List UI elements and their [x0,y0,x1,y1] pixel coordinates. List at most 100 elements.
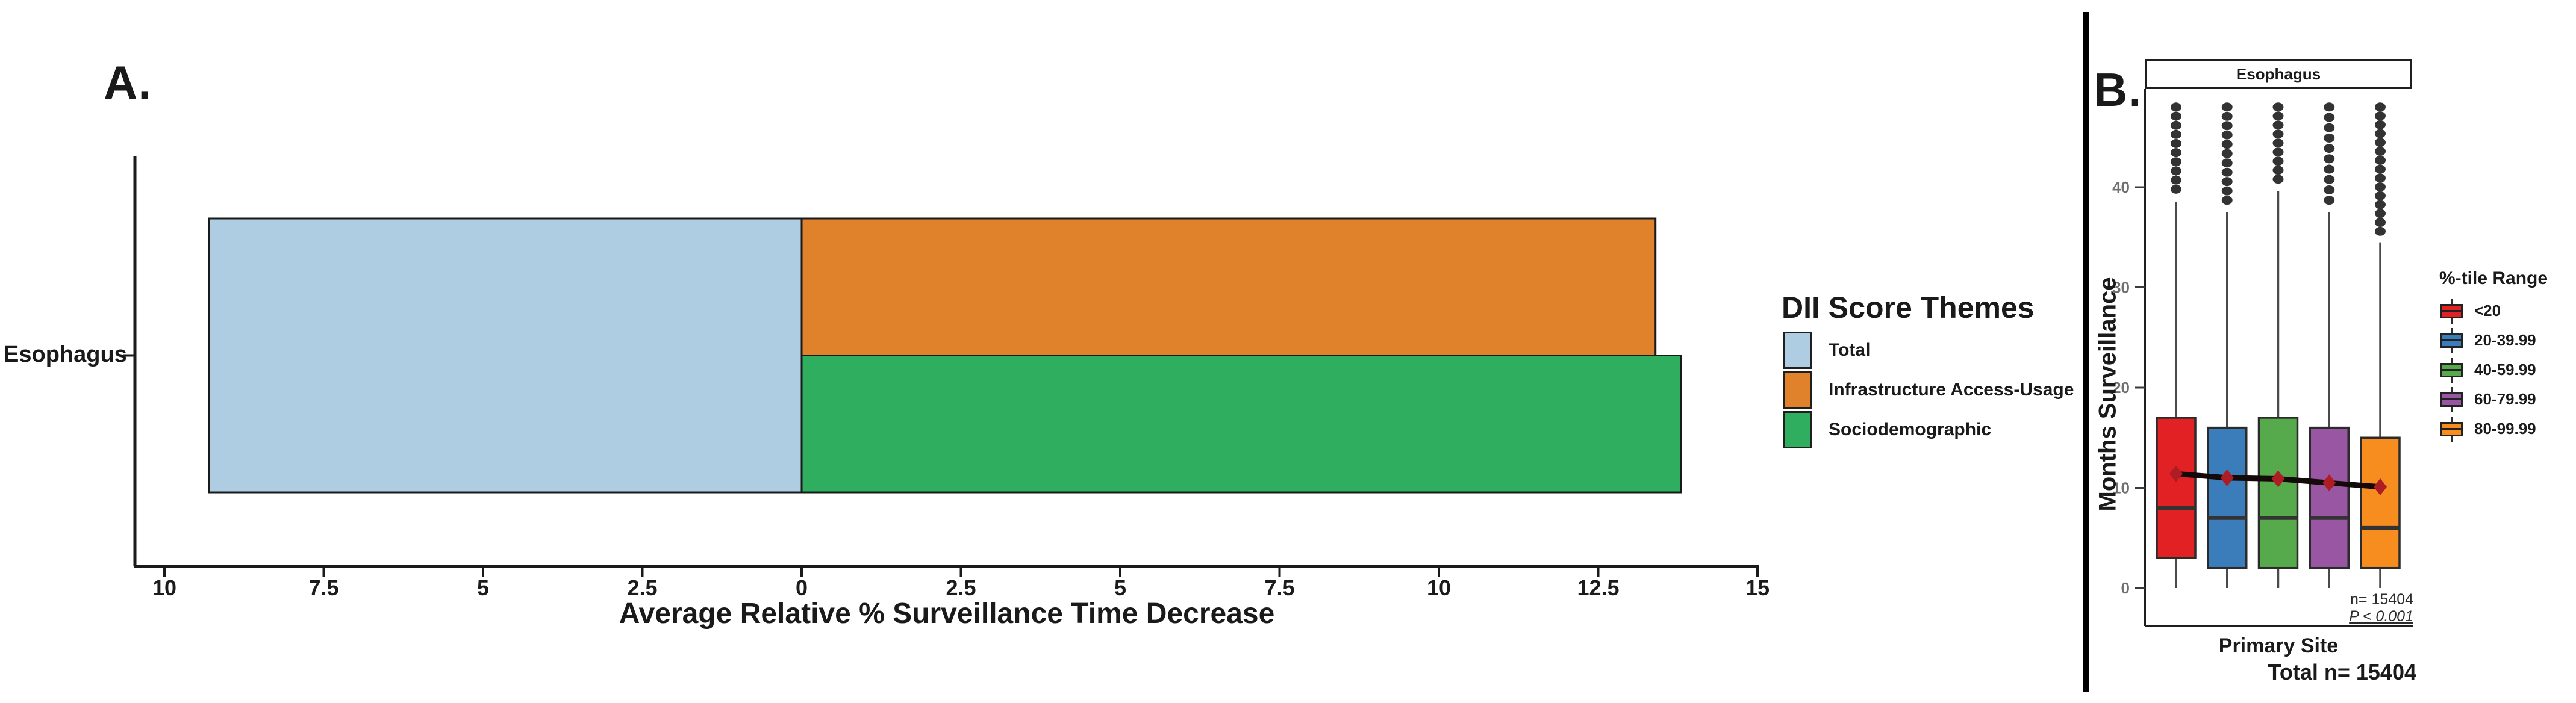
infrastructure-swatch [1783,371,1812,409]
b-outlier-dot [2272,156,2284,166]
sample-size-annotation: n= 15404 [2350,591,2413,608]
legend-item-20-39: 20-39.99 [2439,326,2536,355]
legend-item-label: Total [1829,340,1871,360]
legend-item-total: Total [1783,332,2074,369]
b-outlier-dot [2171,111,2181,121]
b-outlier-dot [2221,111,2233,121]
b-box [2309,426,2350,569]
b-outlier-dot [2375,129,2386,138]
b-outlier-dot [2221,186,2233,196]
a-x-tick-label: 2.5 [627,575,657,600]
b-outlier-dot [2324,102,2335,112]
sociodemographic-swatch [1783,411,1812,448]
b-outlier-dot [2375,138,2386,147]
a-x-tick-label: 12.5 [1577,575,1619,600]
b-mean-diamond [2169,465,2183,483]
legend-item-label: <20 [2474,302,2501,320]
b-outlier-dot [2375,155,2386,165]
b-outlier-dot [2375,200,2386,209]
b-outlier-dot [2272,111,2284,121]
total-n-label: Total n= 15404 [2268,660,2416,684]
b-outlier-dot [2375,209,2386,218]
a-bar-infrastructure-access-usage [800,217,1657,356]
b-y-tick-label: 40 [2112,178,2130,196]
b-box [2257,417,2299,569]
panel-b-legend: <20 20-39.99 40-59.99 60-79.99 80-99.99 [2439,296,2536,444]
b-outlier-dot [2221,149,2233,158]
a-x-tick-label: 7.5 [1264,575,1294,600]
b-outlier-dot [2221,102,2233,112]
b-outlier-dot [2324,133,2335,143]
b-outlier-dot [2324,113,2335,122]
b-outlier-dot [2375,111,2386,121]
legend-item-60-79: 60-79.99 [2439,385,2536,414]
boxplot-key-icon [2439,415,2463,443]
b-box [2360,436,2401,569]
b-outlier-dot [2272,120,2284,130]
b-outlier-dot [2324,196,2335,205]
b-outlier-dot [2171,138,2181,148]
b-outlier-dot [2375,102,2386,112]
b-y-tick-label: 30 [2112,279,2130,297]
legend-item-label: 40-59.99 [2474,361,2536,379]
panel-b-y-axis-title: Months Surveillance [2094,277,2121,512]
panel-a-legend: Total Infrastructure Access-Usage Sociod… [1783,332,2074,448]
b-outlier-dot [2221,167,2233,177]
b-outlier-dot [2221,177,2233,187]
b-outlier-dot [2272,175,2284,184]
boxplot-key-icon [2439,327,2463,355]
b-y-tick-label: 0 [2121,579,2130,597]
panel-b-legend-title: %-tile Range [2439,268,2548,288]
panel-a-label: A. [104,56,152,109]
b-outlier-dot [2171,184,2181,194]
b-y-tick-label: 10 [2112,479,2130,497]
b-outlier-dot [2324,185,2335,194]
b-mean-diamond [2374,478,2387,495]
total-swatch [1783,332,1812,369]
b-y-tick-label: 20 [2112,379,2130,397]
legend-item-label: Sociodemographic [1829,420,1992,439]
panel-a-legend-title: DII Score Themes [1782,291,2035,324]
b-outlier-dot [2221,130,2233,140]
panel-b-chart: 0 10 20 30 40 [2112,89,2413,627]
legend-item-infrastructure: Infrastructure Access-Usage [1783,371,2074,409]
b-outlier-dot [2375,226,2386,236]
b-outlier-dot [2221,121,2233,131]
b-outlier-dot [2171,148,2181,158]
panel-divider [2083,12,2089,692]
b-outlier-dot [2272,138,2284,148]
legend-item-lt20: <20 [2439,296,2536,326]
legend-item-label: Infrastructure Access-Usage [1829,380,2074,400]
panel-a-y-category-label: Esophagus [4,342,127,367]
b-outlier-dot [2324,144,2335,153]
b-outlier-dot [2375,182,2386,192]
b-outlier-dot [2375,191,2386,200]
a-bar-sociodemographic [800,355,1682,494]
a-x-tick-label: 5 [1114,575,1126,600]
b-outlier-dot [2324,123,2335,132]
legend-item-40-59: 40-59.99 [2439,355,2536,385]
facet-strip: Esophagus [2145,59,2412,89]
b-outlier-dot [2221,196,2233,205]
panel-a-x-axis-title: Average Relative % Surveillance Time Dec… [619,598,1275,630]
b-outlier-dot [2221,158,2233,168]
legend-item-label: 80-99.99 [2474,420,2536,438]
b-outlier-dot [2375,164,2386,174]
facet-strip-title: Esophagus [2236,64,2321,83]
boxplot-key-icon [2439,386,2463,413]
b-outlier-dot [2375,147,2386,156]
a-x-tick-label: 0 [796,575,808,600]
b-outlier-dot [2221,140,2233,149]
p-value-annotation: P < 0.001 [2349,608,2413,625]
panel-b-x-axis-title: Primary Site [2218,634,2339,657]
b-outlier-dot [2375,218,2386,228]
b-mean-diamond [2322,474,2336,492]
b-box [2156,417,2197,559]
b-outlier-dot [2272,166,2284,175]
b-outlier-dot [2272,129,2284,139]
legend-item-80-99: 80-99.99 [2439,414,2536,444]
b-outlier-dot [2171,129,2181,139]
b-mean-diamond [2271,470,2285,488]
b-outlier-dot [2324,175,2335,184]
